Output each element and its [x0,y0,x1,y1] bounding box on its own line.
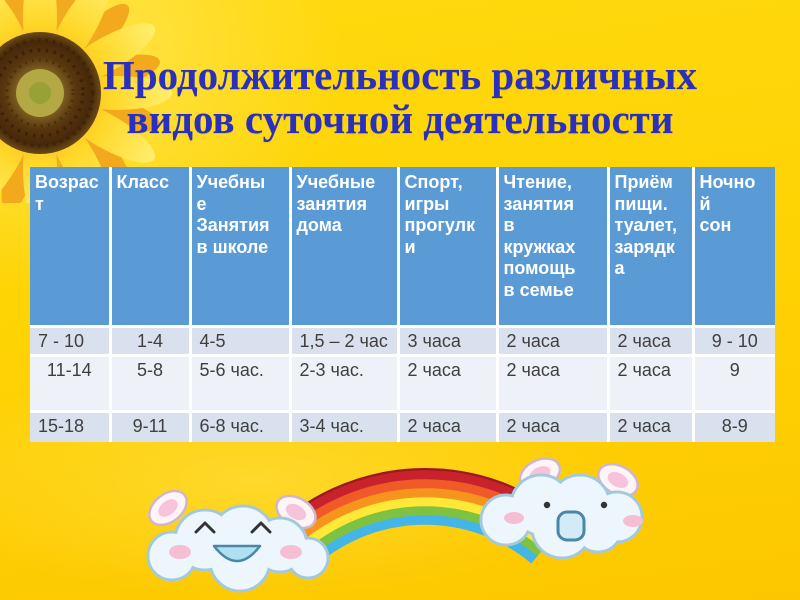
rainbow-icon [268,468,568,574]
table-row: 7 - 10 1-4 4-5 1,5 – 2 час 3 часа 2 часа… [30,325,775,357]
table-cell: 11-14 [30,354,112,413]
table-cell: 9 - 10 [691,325,775,357]
table-cell: 2 часа [396,410,499,442]
table-cell: 1-4 [108,325,192,357]
col-header-sleep: Ночно й сон [691,167,775,328]
cloud-happy-icon [146,489,330,593]
surprised-face [504,501,643,542]
table-row: 11-14 5-8 5-6 час. 2-3 час. 2 часа 2 час… [30,354,775,413]
table-header-row: Возрас т Класс Учебны е Занятия в школе … [30,167,775,328]
table-cell: 7 - 10 [30,325,112,357]
table-cell: 2 часа [606,410,695,442]
table-cell: 2 часа [606,325,695,357]
table-row: 15-18 9-11 6-8 час. 3-4 час. 2 часа 2 ча… [30,410,775,442]
daily-activity-table: Возрас т Класс Учебны е Занятия в школе … [30,167,775,442]
table-cell: 1,5 – 2 час [288,325,400,357]
table-cell: 15-18 [30,410,112,442]
col-header-grade: Класс [108,167,192,328]
sunflower-image [0,0,172,203]
table-cell: 2 часа [396,354,499,413]
col-header-home-lessons: Учебные занятия дома [288,167,400,328]
table-cell: 3-4 час. [288,410,400,442]
col-header-reading: Чтение, занятия в кружках помощь в семье [495,167,610,328]
table-cell: 6-8 час. [188,410,292,442]
table-cell: 2 часа [495,325,610,357]
col-header-age: Возрас т [30,167,112,328]
cloud-ears [518,457,639,498]
table-cell: 2 часа [495,410,610,442]
col-header-school-lessons: Учебны е Занятия в школе [188,167,292,328]
table-cell: 5-8 [108,354,192,413]
table-cell: 3 часа [396,325,499,357]
col-header-meals: Приём пищи. туалет, зарядк а [606,167,695,328]
cloud-ears [148,489,317,530]
cloud-surprised-icon [479,457,644,560]
happy-face [169,521,302,563]
sunflower-disc [0,32,101,154]
table-cell: 2 часа [606,354,695,413]
table-cell: 9-11 [108,410,192,442]
table-cell: 4-5 [188,325,292,357]
table-cell: 2 часа [495,354,610,413]
table-cell: 9 [691,354,775,413]
table-cell: 5-6 час. [188,354,292,413]
slide-title: Продолжительность различных видов суточн… [102,52,698,142]
table-cell: 2-3 час. [288,354,400,413]
col-header-sport: Спорт, игры прогулк и [396,167,499,328]
table-cell: 8-9 [691,410,775,442]
